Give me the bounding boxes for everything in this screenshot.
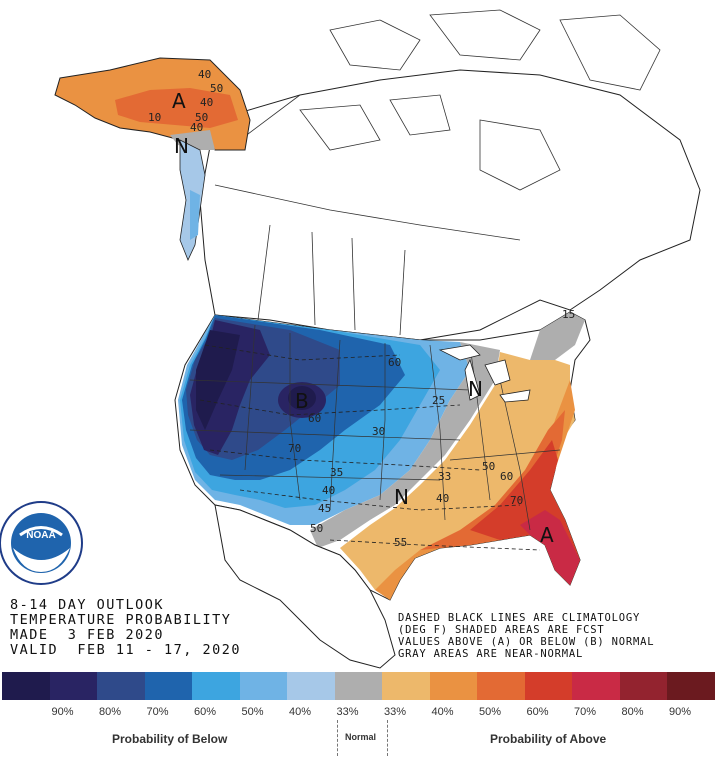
- legend-above-label: Probability of Above: [490, 732, 607, 746]
- legend-tick-label: 80%: [621, 706, 644, 718]
- alaska-region: [54, 57, 251, 262]
- legend-color-bar: [2, 672, 715, 700]
- noaa-logo: NOAA: [0, 501, 83, 585]
- above-letter-alaska: A: [172, 89, 186, 113]
- made-date: MADE 3 FEB 2020: [10, 627, 165, 643]
- contour-labels: 40 50 40 50 40 10 60 60 70 30 35 40 45 5…: [148, 68, 575, 549]
- legend-tick-label: 33%: [336, 706, 359, 718]
- contour-label: 40: [322, 484, 335, 497]
- contour-label: 60: [388, 356, 401, 369]
- legend-below-label: Probability of Below: [112, 732, 228, 746]
- normal-letter-south: N: [394, 485, 409, 509]
- canada-land: [199, 69, 701, 341]
- legend-normal-label: Normal: [345, 732, 377, 742]
- contour-label: 15: [562, 308, 575, 321]
- note-line: (DEG F) SHADED AREAS ARE FCST: [398, 624, 605, 636]
- contour-label: 50: [310, 522, 323, 535]
- legend-tick-label: 60%: [193, 706, 216, 718]
- legend-tick-label: 33%: [383, 706, 406, 718]
- noaa-logo-text: NOAA: [26, 530, 55, 541]
- below-letter-west: B: [295, 389, 309, 413]
- above-33-area: [340, 352, 575, 590]
- legend-tick-label: 40%: [431, 706, 454, 718]
- contour-label: 10: [148, 111, 161, 124]
- mexico-land: [214, 504, 396, 669]
- notes-block: DASHED BLACK LINES ARE CLIMATOLOGY (DEG F…: [398, 612, 654, 660]
- legend-tick-label: 90%: [51, 706, 74, 718]
- note-line: VALUES ABOVE (A) OR BELOW (B) NORMAL: [398, 636, 655, 648]
- category-letters: A N B N N A: [172, 89, 554, 547]
- legend-tick-label: 70%: [573, 706, 596, 718]
- contour-label: 30: [372, 425, 385, 438]
- outlook-title: 8-14 DAY OUTLOOK: [10, 597, 165, 613]
- near-normal-northeast: [530, 312, 585, 360]
- state-boundaries: [189, 324, 561, 531]
- legend-divider-right: [387, 720, 388, 756]
- arctic-islands: [299, 9, 661, 191]
- below-90-west: [196, 330, 240, 430]
- contour-label: 50: [482, 460, 495, 473]
- legend-tick-label: 50%: [478, 706, 501, 718]
- outlook-subtitle: TEMPERATURE PROBABILITY: [10, 612, 232, 628]
- note-line: DASHED BLACK LINES ARE CLIMATOLOGY: [398, 612, 641, 624]
- province-boundaries: [214, 94, 521, 336]
- contour-label: 70: [288, 442, 301, 455]
- below-90-center: [288, 386, 316, 410]
- legend-divider-left: [337, 720, 338, 756]
- title-block: 8-14 DAY OUTLOOK TEMPERATURE PROBABILITY M…: [10, 598, 241, 658]
- legend-swatch: [382, 672, 430, 700]
- contour-label: 60: [308, 412, 321, 425]
- near-normal-band: [310, 342, 500, 548]
- legend-swatch: [192, 672, 240, 700]
- legend-swatch: [144, 672, 192, 700]
- contour-label: 50: [195, 111, 208, 124]
- legend-swatch: [524, 672, 572, 700]
- legend-swatch: [2, 672, 50, 700]
- legend-swatch: [334, 672, 382, 700]
- contour-label: 55: [394, 536, 407, 549]
- legend-swatch: [429, 672, 477, 700]
- contour-label: 70: [510, 494, 523, 507]
- great-lakes: [438, 344, 531, 403]
- legend-ticks: 90% 80% 70% 60% 50% 40% 33% 33% 40% 50% 60% 70% 80% 9…: [2, 706, 691, 718]
- temperature-outlook-map: 40 50 40 50 40 10 60 60 70 30 35 40 45 5…: [0, 9, 701, 669]
- legend-swatch: [619, 672, 667, 700]
- climatology-lines: [199, 344, 541, 551]
- valid-dates: VALID FEB 11 - 17, 2020: [10, 642, 242, 658]
- legend-swatch: [239, 672, 287, 700]
- legend-swatch: [477, 672, 525, 700]
- contour-label: 60: [500, 470, 513, 483]
- contour-label: 40: [190, 121, 203, 134]
- legend-swatch: [49, 672, 97, 700]
- normal-letter-ohio-valley: N: [468, 377, 483, 401]
- contour-label: 45: [318, 502, 331, 515]
- contour-label: 40: [436, 492, 449, 505]
- probability-legend: 90% 80% 70% 60% 50% 40% 33% 33% 40% 50% 60% 70% 80% 9…: [0, 672, 719, 760]
- contour-label: 33: [438, 470, 451, 483]
- contour-label: 50: [210, 82, 223, 95]
- legend-swatch: [572, 672, 620, 700]
- contour-label: 25: [432, 394, 445, 407]
- legend-tick-label: 60%: [526, 706, 549, 718]
- normal-letter-alaska: N: [174, 134, 189, 158]
- above-70-area: [520, 510, 580, 585]
- legend-swatch: [667, 672, 715, 700]
- legend-tick-label: 80%: [98, 706, 121, 718]
- above-letter-southeast: A: [540, 523, 554, 547]
- note-line: GRAY AREAS ARE NEAR-NORMAL: [398, 648, 584, 660]
- legend-tick-label: 50%: [241, 706, 264, 718]
- legend-tick-label: 90%: [668, 706, 691, 718]
- legend-tick-label: 40%: [288, 706, 311, 718]
- legend-swatch: [97, 672, 145, 700]
- legend-tick-label: 70%: [146, 706, 169, 718]
- legend-swatch: [287, 672, 335, 700]
- contour-label: 40: [198, 68, 211, 81]
- contour-label: 40: [200, 96, 213, 109]
- contour-label: 35: [330, 466, 343, 479]
